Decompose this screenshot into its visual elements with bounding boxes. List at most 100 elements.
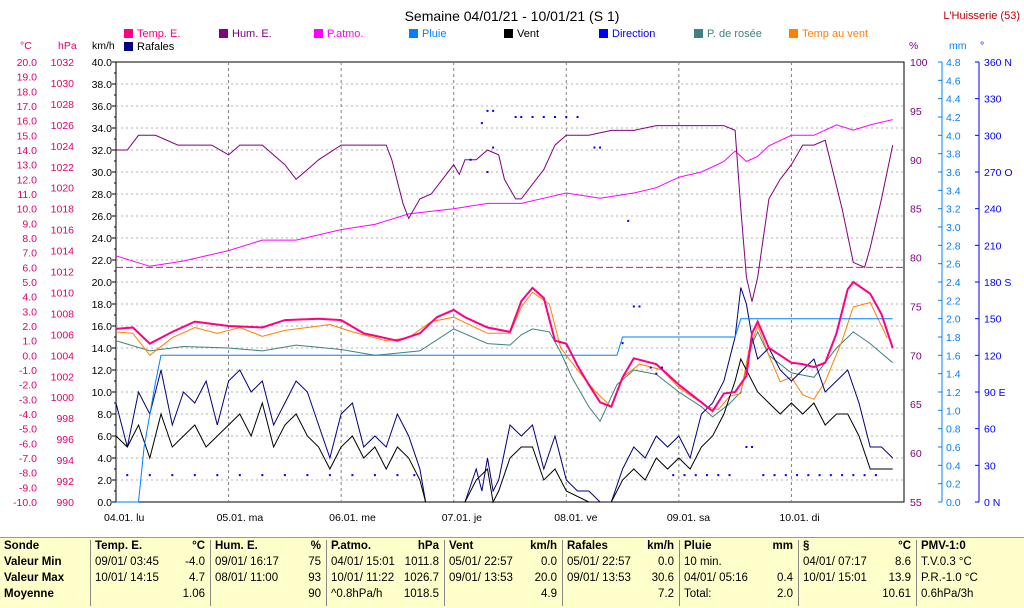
direction-point [655, 372, 658, 375]
hum-tick-label: 55 [910, 497, 922, 509]
press-tick-label: 1032 [51, 57, 75, 69]
legend-swatch [124, 29, 133, 38]
direction-point [818, 474, 821, 477]
direction-point [807, 474, 810, 477]
x-tick-label: 07.01. je [442, 512, 482, 524]
direction-point [486, 109, 489, 112]
wind-tick-label: 0.0 [97, 497, 112, 509]
axis-unit-label: km/h [92, 40, 115, 52]
temp-tick-label: 9.0 [22, 218, 37, 230]
press-tick-label: 1012 [51, 267, 75, 279]
stats-label: 09/01/ 16:17 [215, 556, 279, 568]
stats-label: 04/01/ 15:01 [331, 556, 395, 568]
legend-swatch [504, 29, 513, 38]
direction-point [706, 474, 708, 477]
hum-tick-label: 95 [910, 106, 922, 118]
wind-tick-label: 20.0 [92, 277, 113, 289]
legend-swatch [409, 29, 418, 38]
stats-label: 10/01/ 15:01 [803, 572, 867, 584]
stats-label: Rafales [567, 540, 608, 552]
press-tick-label: 990 [56, 497, 74, 509]
axis-unit-label: % [909, 40, 918, 52]
stats-value: 2.0 [777, 588, 793, 600]
stats-value: 75 [308, 556, 321, 568]
stats-value: 93 [308, 572, 321, 584]
temp-tick-label: -5.0 [19, 424, 37, 436]
temp-tick-label: -7.0 [19, 453, 37, 465]
legend-swatch [789, 29, 798, 38]
stats-label: 10/01/ 11:22 [331, 572, 395, 584]
stats-value: 4.9 [541, 588, 557, 600]
temp-tick-label: -8.0 [19, 468, 37, 480]
stats-header-row: Vent km/h [449, 540, 557, 556]
stats-row: 0.6hPa/3h [921, 588, 1019, 604]
temp-au-vent-line [115, 291, 888, 411]
direction-point [593, 146, 596, 149]
stats-header-row: Sonde [4, 540, 84, 556]
temp-tick-label: 1.0 [22, 336, 37, 348]
wind-tick-label: 6.0 [97, 431, 112, 443]
stats-row: 10 min. [684, 556, 793, 572]
legend-label: Temp. E. [137, 28, 180, 40]
axis-unit-label: mm [949, 40, 967, 52]
direction-point [796, 474, 799, 477]
stats-row: 10/01/ 14:15 4.7 [95, 572, 205, 588]
hum-tick-label: 60 [910, 448, 922, 460]
press-tick-label: 1028 [51, 99, 75, 111]
stats-value: 1011.8 [404, 556, 439, 568]
stats-value: -4.0 [185, 556, 205, 568]
rain-tick-label: 0.6 [946, 442, 961, 454]
direction-point [413, 474, 416, 477]
legend-label: P.atmo. [327, 28, 364, 40]
stats-header-row: PMV-1:0 [921, 540, 1019, 556]
legend-label: Vent [517, 28, 539, 40]
temp-tick-label: 0.0 [22, 350, 37, 362]
direction-point [672, 474, 675, 477]
stats-label: 09/01/ 13:53 [449, 572, 513, 584]
press-tick-label: 1024 [51, 141, 75, 153]
dir-tick-label: 300 [984, 130, 1002, 142]
direction-point [728, 474, 731, 477]
press-tick-label: 1026 [51, 120, 75, 132]
direction-point [660, 366, 663, 369]
direction-point [576, 116, 579, 118]
press-tick-label: 1018 [51, 204, 75, 216]
temp-tick-label: 13.0 [17, 160, 38, 172]
press-tick-label: 998 [56, 413, 74, 425]
stats-row: Moyenne [4, 588, 84, 604]
temp-tick-label: -9.0 [19, 482, 37, 494]
stats-row: 7.2 [567, 588, 674, 604]
stats-section: Rafales km/h 05/01/ 22:57 0.0 09/01/ 13:53 30… [562, 540, 680, 606]
stats-label: 08/01/ 11:00 [215, 572, 279, 584]
stats-row: 10/01/ 15:01 13.9 [803, 572, 911, 588]
direction-point [373, 474, 376, 477]
wind-tick-label: 36.0 [92, 101, 113, 113]
stats-value: 0.0 [541, 556, 557, 568]
stats-row: 4.9 [449, 588, 557, 604]
stats-value: °C [898, 540, 911, 552]
temp-tick-label: 17.0 [17, 101, 38, 113]
stats-section: Vent km/h 05/01/ 22:57 0.0 09/01/ 13:53 20.0 4… [444, 540, 563, 606]
dir-tick-label: 150 [984, 314, 1002, 326]
temp-tick-label: -10.0 [13, 497, 37, 509]
stats-label: Total: [684, 588, 712, 600]
direction-point [469, 158, 472, 161]
stats-row: 05/01/ 22:57 0.0 [567, 556, 674, 572]
direction-point [492, 109, 495, 112]
stats-row: Valeur Min [4, 556, 84, 572]
dir-tick-label: 240 [984, 204, 1002, 216]
stats-label: Valeur Max [4, 572, 65, 584]
stats-label: Pluie [684, 540, 712, 552]
stats-value: 1018.5 [403, 588, 439, 600]
hum-tick-label: 90 [910, 155, 922, 167]
temp-tick-label: 2.0 [22, 321, 37, 333]
direction-point [762, 474, 765, 477]
stats-label: Vent [449, 540, 474, 552]
rain-tick-label: 4.4 [946, 94, 961, 106]
direction-point [773, 474, 776, 477]
stats-label: 10/01/ 14:15 [95, 572, 159, 584]
temp-tick-label: 15.0 [17, 130, 38, 142]
hum-tick-label: 85 [910, 204, 922, 216]
stats-label: § [803, 540, 810, 552]
press-tick-label: 1006 [51, 329, 75, 341]
